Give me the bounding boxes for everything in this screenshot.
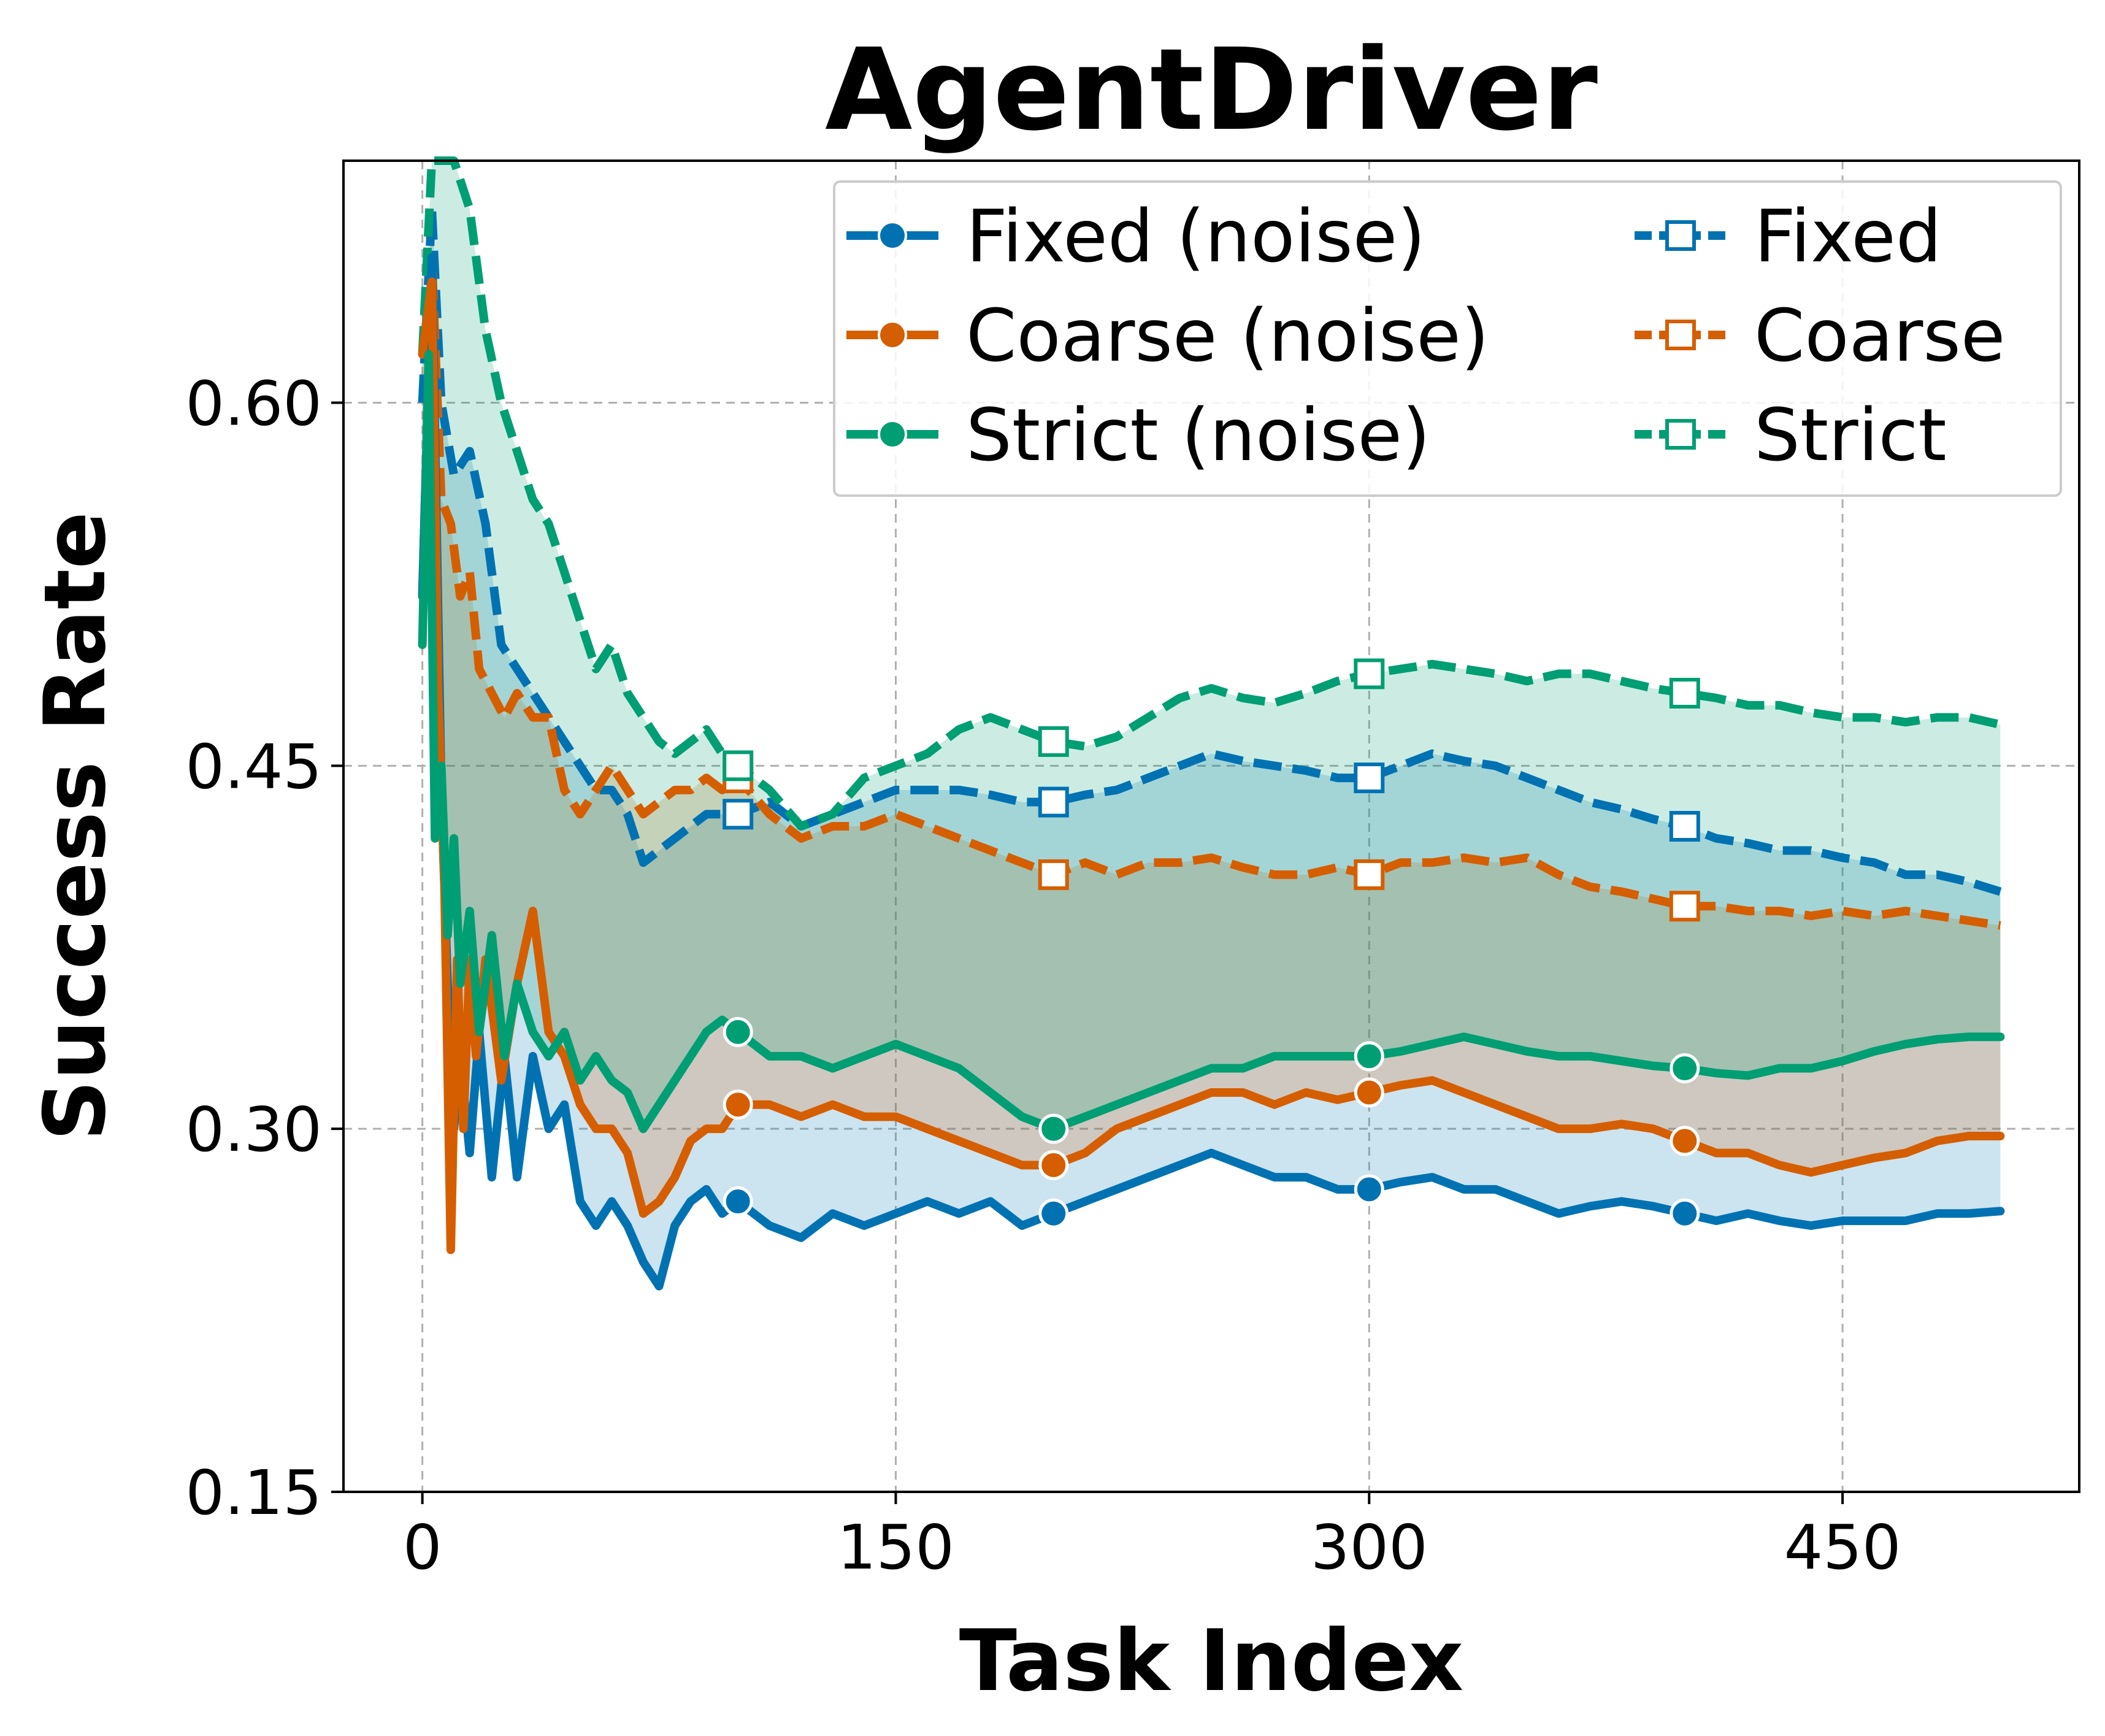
y-tick-label: 0.45 [185, 731, 322, 802]
marker-fixed-noise [1670, 1198, 1700, 1229]
marker-strict [1038, 726, 1069, 757]
y-tick-label: 0.15 [185, 1457, 322, 1529]
legend-marker [1665, 320, 1696, 350]
chart-title: AgentDriver [825, 25, 1598, 156]
x-axis-label: Task Index [959, 1611, 1463, 1710]
marker-strict-noise [1354, 1041, 1384, 1072]
legend-marker [1665, 419, 1696, 450]
y-tick-label: 0.60 [185, 368, 322, 440]
legend-entry-strict: Strict [1635, 393, 1947, 477]
legend-label: Fixed [1754, 194, 1942, 278]
marker-coarse-noise [1670, 1126, 1700, 1156]
marker-coarse-noise [1038, 1150, 1069, 1180]
legend-marker [1665, 220, 1696, 251]
marker-strict [1669, 678, 1700, 709]
confidence-bands [422, 161, 2001, 1286]
x-tick-label: 450 [1784, 1511, 1901, 1583]
marker-fixed-noise [1038, 1198, 1069, 1229]
x-tick-label: 300 [1311, 1511, 1428, 1583]
marker-strict-noise [723, 1016, 753, 1047]
legend-frame [833, 180, 2062, 497]
marker-fixed-noise [723, 1186, 753, 1217]
y-axis-label: Success Rate [26, 512, 125, 1141]
band-fixed [422, 209, 2001, 1286]
legend-label: Coarse (noise) [966, 293, 1489, 378]
marker-strict [723, 750, 754, 782]
marker-fixed-noise [1354, 1174, 1384, 1205]
x-axis-ticks: 0 150 300 450 [403, 1492, 1901, 1583]
legend-label: Coarse [1754, 293, 2006, 378]
series-line-coarse [418, 253, 2001, 930]
marker-fixed [1038, 786, 1069, 818]
x-tick-label: 150 [837, 1511, 954, 1583]
marker-strict-noise [1670, 1053, 1700, 1084]
series-markers [723, 658, 1700, 1229]
legend-label: Strict [1754, 393, 1947, 477]
marker-coarse [1038, 859, 1069, 890]
legend-marker [878, 320, 907, 350]
legend-entry-coarse-noise: Coarse (noise) [846, 293, 1489, 378]
marker-coarse [1669, 891, 1700, 922]
marker-coarse-noise [1354, 1077, 1384, 1108]
legend-label: Strict (noise) [966, 393, 1430, 477]
marker-strict [1354, 658, 1385, 689]
series-line-strict-noise [418, 350, 2005, 1134]
legend: Fixed (noise) Coarse (noise) Strict (noise… [833, 180, 2062, 497]
marker-strict-noise [1038, 1113, 1069, 1144]
marker-coarse-noise [723, 1089, 753, 1120]
y-axis-ticks: 0.15 0.30 0.45 0.60 [185, 368, 343, 1529]
legend-entry-coarse: Coarse [1635, 293, 2006, 378]
legend-entry-fixed-noise: Fixed (noise) [846, 194, 1425, 278]
legend-entry-fixed: Fixed [1635, 194, 1942, 278]
legend-label: Fixed (noise) [966, 194, 1425, 278]
marker-fixed [1354, 762, 1385, 794]
marker-fixed [723, 799, 754, 830]
marker-fixed [1669, 811, 1700, 842]
marker-coarse [1354, 859, 1385, 890]
legend-marker [878, 420, 907, 449]
band-strict [422, 161, 2001, 1129]
legend-entry-strict-noise: Strict (noise) [846, 393, 1430, 477]
y-tick-label: 0.30 [185, 1094, 322, 1166]
band-coarse [422, 257, 2001, 1250]
x-tick-label: 0 [403, 1511, 442, 1583]
series-line-fixed-noise [418, 253, 2005, 1291]
legend-marker [878, 221, 907, 250]
plot-frame [342, 159, 2080, 1493]
